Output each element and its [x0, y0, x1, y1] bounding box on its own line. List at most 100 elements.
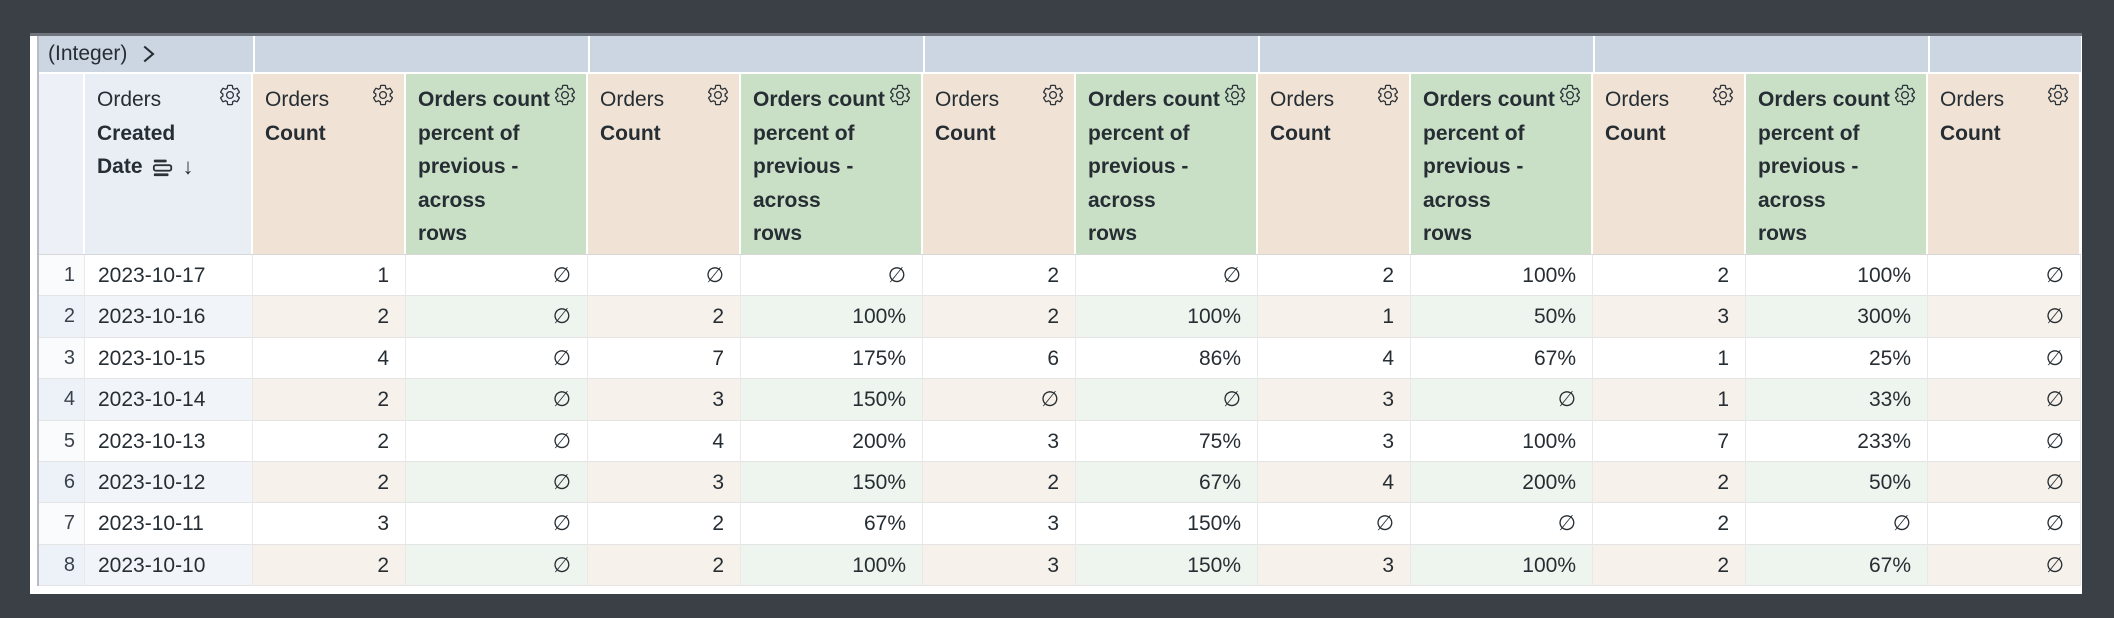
orders-count-cell[interactable]: 1 [1593, 337, 1746, 380]
gear-icon[interactable] [218, 83, 242, 107]
date-cell[interactable]: 2023-10-10 [85, 544, 253, 587]
percent-of-previous-cell[interactable]: 150% [1076, 503, 1258, 545]
percent-of-previous-cell[interactable]: ∅ [1076, 255, 1258, 297]
column-header-percent-of-previous[interactable]: Orders count percent of previous - across ro… [1076, 74, 1258, 254]
orders-count-cell[interactable]: 2 [253, 379, 406, 421]
percent-of-previous-cell[interactable]: 67% [1076, 461, 1258, 504]
percent-of-previous-cell[interactable]: 50% [1746, 461, 1928, 504]
orders-count-cell[interactable]: 4 [588, 420, 741, 462]
percent-of-previous-cell[interactable]: 50% [1411, 296, 1593, 338]
percent-of-previous-cell[interactable]: ∅ [406, 337, 588, 380]
orders-count-cell[interactable]: 3 [1258, 544, 1411, 587]
column-header-percent-of-previous[interactable]: Orders count percent of previous - across ro… [1411, 74, 1593, 254]
percent-of-previous-cell[interactable]: 200% [741, 420, 923, 462]
percent-of-previous-cell[interactable]: 150% [741, 461, 923, 504]
chevron-right-icon[interactable] [140, 44, 156, 64]
percent-of-previous-cell[interactable]: 100% [1076, 296, 1258, 338]
gear-icon[interactable] [1223, 83, 1247, 107]
orders-count-cell[interactable]: ∅ [1258, 503, 1411, 545]
orders-count-cell[interactable]: ∅ [1928, 296, 2081, 338]
date-cell[interactable]: 2023-10-14 [85, 379, 253, 421]
column-header-orders-count[interactable]: Orders Count [588, 74, 741, 254]
percent-of-previous-cell[interactable]: 175% [741, 337, 923, 380]
percent-of-previous-cell[interactable]: ∅ [406, 461, 588, 504]
orders-count-cell[interactable]: 1 [1593, 379, 1746, 421]
orders-count-cell[interactable]: 1 [1258, 296, 1411, 338]
date-cell[interactable]: 2023-10-15 [85, 337, 253, 380]
percent-of-previous-cell[interactable]: 100% [1746, 255, 1928, 297]
orders-count-cell[interactable]: 2 [253, 544, 406, 587]
percent-of-previous-cell[interactable]: ∅ [406, 296, 588, 338]
percent-of-previous-cell[interactable]: 100% [1411, 255, 1593, 297]
gear-icon[interactable] [888, 83, 912, 107]
percent-of-previous-cell[interactable]: 150% [1076, 544, 1258, 587]
orders-count-cell[interactable]: 2 [1593, 544, 1746, 587]
orders-count-cell[interactable]: 2 [253, 420, 406, 462]
gear-icon[interactable] [1893, 83, 1917, 107]
orders-count-cell[interactable]: 4 [253, 337, 406, 380]
orders-count-cell[interactable]: 2 [923, 255, 1076, 297]
orders-count-cell[interactable]: 4 [1258, 461, 1411, 504]
orders-count-cell[interactable]: 2 [588, 503, 741, 545]
percent-of-previous-cell[interactable]: ∅ [1076, 379, 1258, 421]
orders-count-cell[interactable]: ∅ [588, 255, 741, 297]
percent-of-previous-cell[interactable]: 150% [741, 379, 923, 421]
orders-count-cell[interactable]: 3 [923, 503, 1076, 545]
orders-count-cell[interactable]: 3 [923, 420, 1076, 462]
orders-count-cell[interactable]: 3 [253, 503, 406, 545]
orders-count-cell[interactable]: ∅ [1928, 255, 2081, 297]
percent-of-previous-cell[interactable]: ∅ [406, 503, 588, 545]
column-header-orders-created-date[interactable]: Orders Created Date ↓ [85, 74, 253, 254]
date-cell[interactable]: 2023-10-17 [85, 255, 253, 297]
percent-of-previous-cell[interactable]: 33% [1746, 379, 1928, 421]
column-header-percent-of-previous[interactable]: Orders count percent of previous - across ro… [741, 74, 923, 254]
gear-icon[interactable] [1041, 83, 1065, 107]
date-cell[interactable]: 2023-10-11 [85, 503, 253, 545]
percent-of-previous-cell[interactable]: ∅ [1746, 503, 1928, 545]
orders-count-cell[interactable]: 1 [253, 255, 406, 297]
orders-count-cell[interactable]: 7 [588, 337, 741, 380]
column-header-percent-of-previous[interactable]: Orders count percent of previous - across ro… [1746, 74, 1928, 254]
gear-icon[interactable] [1711, 83, 1735, 107]
pivot-field-cell[interactable]: (Integer) [39, 36, 255, 72]
orders-count-cell[interactable]: 2 [923, 296, 1076, 338]
percent-of-previous-cell[interactable]: 75% [1076, 420, 1258, 462]
column-header-orders-count[interactable]: Orders Count [1258, 74, 1411, 254]
orders-count-cell[interactable]: 3 [588, 461, 741, 504]
orders-count-cell[interactable]: 3 [1258, 379, 1411, 421]
orders-count-cell[interactable]: 2 [1593, 255, 1746, 297]
percent-of-previous-cell[interactable]: ∅ [741, 255, 923, 297]
percent-of-previous-cell[interactable]: 300% [1746, 296, 1928, 338]
percent-of-previous-cell[interactable]: 100% [741, 544, 923, 587]
percent-of-previous-cell[interactable]: 233% [1746, 420, 1928, 462]
percent-of-previous-cell[interactable]: 67% [1746, 544, 1928, 587]
orders-count-cell[interactable]: 2 [588, 544, 741, 587]
gear-icon[interactable] [2046, 83, 2070, 107]
percent-of-previous-cell[interactable]: 200% [1411, 461, 1593, 504]
orders-count-cell[interactable]: ∅ [1928, 503, 2081, 545]
percent-of-previous-cell[interactable]: ∅ [1411, 379, 1593, 421]
percent-of-previous-cell[interactable]: 25% [1746, 337, 1928, 380]
gear-icon[interactable] [371, 83, 395, 107]
orders-count-cell[interactable]: 3 [1258, 420, 1411, 462]
percent-of-previous-cell[interactable]: ∅ [1411, 503, 1593, 545]
orders-count-cell[interactable]: 4 [1258, 337, 1411, 380]
orders-count-cell[interactable]: 2 [1593, 461, 1746, 504]
gear-icon[interactable] [706, 83, 730, 107]
gear-icon[interactable] [1376, 83, 1400, 107]
percent-of-previous-cell[interactable]: 100% [1411, 544, 1593, 587]
orders-count-cell[interactable]: 2 [588, 296, 741, 338]
orders-count-cell[interactable]: 3 [923, 544, 1076, 587]
percent-of-previous-cell[interactable]: ∅ [406, 379, 588, 421]
percent-of-previous-cell[interactable]: 100% [741, 296, 923, 338]
column-header-orders-count[interactable]: Orders Count [1593, 74, 1746, 254]
percent-of-previous-cell[interactable]: ∅ [406, 544, 588, 587]
gear-icon[interactable] [1558, 83, 1582, 107]
column-header-orders-count[interactable]: Orders Count [253, 74, 406, 254]
orders-count-cell[interactable]: 7 [1593, 420, 1746, 462]
orders-count-cell[interactable]: 2 [923, 461, 1076, 504]
orders-count-cell[interactable]: ∅ [1928, 379, 2081, 421]
orders-count-cell[interactable]: 3 [1593, 296, 1746, 338]
orders-count-cell[interactable]: 2 [1593, 503, 1746, 545]
orders-count-cell[interactable]: 2 [1258, 255, 1411, 297]
